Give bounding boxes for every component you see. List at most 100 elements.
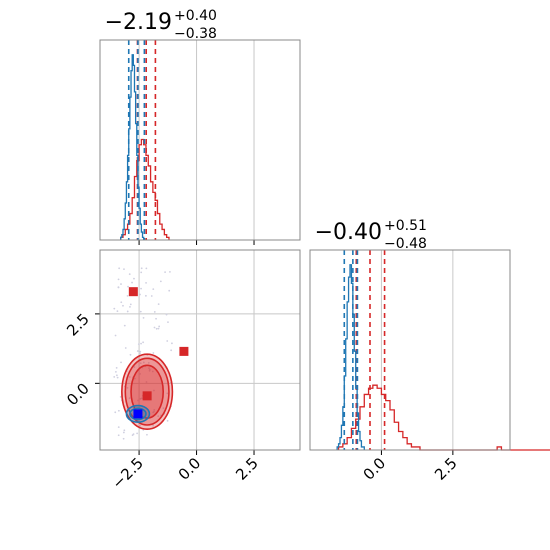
joint-sample-point: [139, 397, 142, 400]
joint-sample-point: [165, 313, 168, 316]
joint-sample-point: [126, 387, 129, 389]
joint-sample-point: [152, 411, 155, 414]
joint-sample-point: [129, 303, 132, 306]
joint-sample-point: [113, 307, 116, 310]
joint-sample-point: [157, 303, 160, 306]
joint-sample-point: [124, 347, 127, 349]
joint-sample-point: [122, 437, 125, 440]
param2-hist-series-1: [336, 264, 365, 450]
joint-sample-point: [155, 317, 157, 320]
joint-sample-point: [145, 267, 148, 270]
param1-frame: [99, 39, 301, 241]
joint-sample-point: [157, 415, 160, 418]
joint-sample-point: [166, 392, 169, 395]
joint-sample-point: [166, 340, 169, 342]
joint-sample-point: [159, 280, 162, 283]
joint-sample-point: [170, 349, 173, 352]
joint-tick-label-y: 2.5: [63, 310, 93, 340]
joint-sample-point: [127, 285, 129, 288]
joint-sample-point: [120, 283, 122, 285]
joint-sample-point: [131, 281, 133, 284]
joint-sample-point: [126, 310, 129, 313]
joint-sample-point: [115, 366, 118, 369]
joint-sample-point: [146, 433, 148, 436]
joint-sample-point: [139, 293, 141, 296]
param2-hist-series-0: [337, 384, 550, 451]
joint-marker-0: [142, 391, 152, 401]
joint-sample-point: [117, 409, 120, 412]
joint-frame: [99, 249, 301, 451]
joint-sample-point: [142, 341, 145, 344]
joint-sample-point: [136, 350, 139, 352]
joint-sample-point: [137, 343, 140, 346]
joint-sample-point: [150, 295, 153, 297]
param2-panel: 0.0 2.5 −0.40 +0.51 −0.48: [315, 218, 550, 484]
joint-sample-point: [153, 408, 156, 411]
joint-sample-point: [139, 362, 142, 365]
joint-sample-point: [152, 288, 155, 291]
joint-sample-point: [152, 352, 155, 354]
joint-sample-point: [164, 271, 166, 274]
joint-sample-point: [158, 325, 161, 328]
param2-tick-label: 0.0: [360, 454, 390, 484]
joint-sample-point: [136, 432, 139, 435]
joint-sample-point: [115, 374, 118, 377]
joint-sample-point: [147, 362, 150, 364]
joint-sample-point: [171, 342, 173, 345]
joint-marker-0: [128, 287, 138, 297]
joint-tick-label-x: 2.5: [232, 454, 262, 484]
param1-title-plus: +0.40: [174, 8, 217, 24]
joint-sample-point: [114, 411, 117, 414]
joint-sample-point: [168, 289, 171, 292]
joint-sample-point: [128, 397, 131, 400]
joint-sample-point: [151, 370, 154, 373]
joint-sample-point: [167, 321, 169, 324]
joint-sample-point: [133, 366, 136, 368]
joint-sample-point: [153, 389, 155, 392]
joint-sample-point: [144, 294, 147, 297]
joint-sample-point: [120, 361, 122, 364]
joint-sample-point: [114, 370, 117, 373]
joint-sample-point: [118, 267, 121, 270]
joint-sample-point: [139, 352, 141, 355]
joint-sample-point: [122, 304, 124, 307]
joint-sample-point: [123, 268, 125, 271]
joint-sample-point: [132, 433, 135, 436]
joint-sample-point: [142, 361, 145, 364]
joint-sample-point: [139, 310, 142, 313]
joint-sample-point: [169, 270, 171, 273]
joint-sample-point: [116, 310, 119, 313]
joint-sample-point: [116, 376, 119, 379]
joint-sample-point: [140, 271, 143, 274]
joint-sample-point: [139, 424, 142, 427]
joint-sample-point: [128, 376, 131, 378]
joint-sample-point: [145, 281, 147, 284]
joint-sample-point: [117, 278, 120, 281]
joint-sample-point: [133, 277, 135, 280]
joint-sample-point: [133, 377, 136, 380]
joint-sample-point: [113, 376, 116, 378]
joint-tick-label-x: −2.5: [108, 454, 146, 492]
param2-title: −0.40: [315, 220, 382, 245]
joint-sample-point: [139, 350, 142, 353]
joint-sample-point: [129, 305, 131, 308]
joint-sample-point: [123, 324, 126, 327]
joint-sample-point: [155, 327, 158, 330]
joint-sample-point: [117, 434, 120, 437]
param2-title-plus: +0.51: [384, 218, 427, 234]
param1-panel: −2.19 +0.40 −0.38: [105, 8, 255, 245]
joint-sample-point: [141, 397, 143, 400]
joint-sample-point: [148, 369, 151, 372]
joint-sample-point: [117, 426, 120, 429]
param1-title: −2.19: [105, 10, 172, 35]
joint-sample-point: [139, 373, 141, 375]
joint-sample-point: [137, 399, 139, 402]
joint-panel: −2.5 0.0 2.5 2.5 0.0: [63, 250, 300, 493]
joint-sample-point: [119, 395, 122, 398]
param1-hist-series-1: [120, 54, 145, 240]
joint-sample-point: [157, 327, 160, 330]
joint-sample-point: [140, 287, 142, 290]
param1-title-minus: −0.38: [174, 26, 217, 42]
joint-sample-point: [166, 419, 169, 422]
